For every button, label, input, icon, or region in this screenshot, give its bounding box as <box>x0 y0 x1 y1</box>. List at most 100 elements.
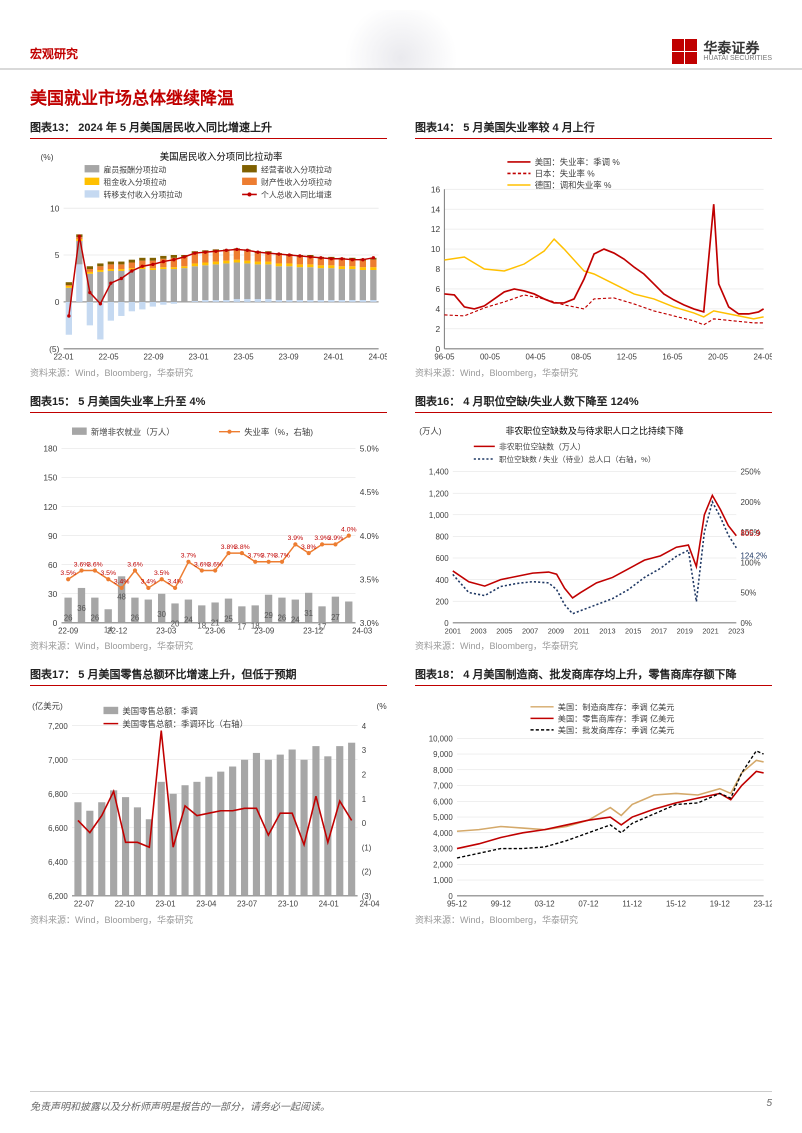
svg-text:200%: 200% <box>741 497 761 506</box>
footer-page-number: 5 <box>766 1098 772 1113</box>
svg-text:24-04: 24-04 <box>359 899 380 908</box>
svg-text:2005: 2005 <box>496 626 512 635</box>
svg-text:3.5%: 3.5% <box>60 570 76 577</box>
svg-text:20-05: 20-05 <box>708 352 729 361</box>
svg-text:2011: 2011 <box>574 626 590 635</box>
svg-text:财产性收入分项拉动: 财产性收入分项拉动 <box>261 177 332 187</box>
fig15-title: 图表15： 5 月美国失业率上升至 4% <box>30 393 387 413</box>
svg-text:1: 1 <box>362 795 366 804</box>
svg-text:22-05: 22-05 <box>99 352 120 361</box>
svg-text:0: 0 <box>362 819 367 828</box>
svg-text:23-01: 23-01 <box>189 352 209 361</box>
svg-text:22-10: 22-10 <box>115 899 136 908</box>
svg-text:4: 4 <box>362 722 367 731</box>
logo-text-cn: 华泰证券 <box>703 41 772 55</box>
svg-text:2007: 2007 <box>522 626 538 635</box>
svg-text:5: 5 <box>55 250 60 260</box>
svg-text:5.0%: 5.0% <box>360 443 380 453</box>
figure-18: 图表18： 4 月美国制造商、批发商库存均上升，零售商库存额下降 01,0002… <box>415 666 772 934</box>
brand-logo: 华泰证券 HUATAI SECURITIES <box>672 39 772 68</box>
svg-text:美国：失业率：季调 %: 美国：失业率：季调 % <box>535 157 621 167</box>
svg-text:8: 8 <box>436 264 441 274</box>
svg-text:2019: 2019 <box>677 626 693 635</box>
svg-text:800: 800 <box>435 532 449 541</box>
svg-text:5,000: 5,000 <box>433 813 453 822</box>
fig18-source: 资料来源：Wind，Bloomberg，华泰研究 <box>415 913 772 926</box>
svg-text:19-12: 19-12 <box>710 899 730 908</box>
page-header: 宏观研究 华泰证券 HUATAI SECURITIES <box>0 0 802 70</box>
svg-text:48: 48 <box>117 592 126 601</box>
svg-text:3.6%: 3.6% <box>127 561 143 568</box>
svg-text:23-04: 23-04 <box>196 899 217 908</box>
svg-text:60: 60 <box>48 559 58 569</box>
svg-text:3.6%: 3.6% <box>207 561 223 568</box>
footer-disclaimer: 免责声明和披露以及分析师声明是报告的一部分，请务必一起阅读。 <box>30 1098 330 1113</box>
fig16-title: 图表16： 4 月职位空缺/失业人数下降至 124% <box>415 393 772 413</box>
svg-text:0: 0 <box>55 297 60 307</box>
svg-text:6,600: 6,600 <box>48 824 68 833</box>
svg-text:1,200: 1,200 <box>429 489 449 498</box>
svg-text:租金收入分项拉动: 租金收入分项拉动 <box>104 177 167 187</box>
svg-text:03-12: 03-12 <box>535 899 555 908</box>
figure-15: 图表15： 5 月美国失业率上升至 4% 03060901201501803.0… <box>30 393 387 661</box>
svg-text:非农职位空缺数及与待求职人口之比持续下降: 非农职位空缺数及与待求职人口之比持续下降 <box>505 424 683 435</box>
svg-text:27: 27 <box>331 612 340 621</box>
svg-text:23-12: 23-12 <box>303 626 323 635</box>
svg-text:24-01: 24-01 <box>324 352 344 361</box>
svg-text:6: 6 <box>436 284 441 294</box>
svg-text:(2): (2) <box>362 868 372 877</box>
svg-text:美国零售总额：季调: 美国零售总额：季调 <box>122 706 197 716</box>
svg-text:24-03: 24-03 <box>352 626 373 635</box>
figure-16: 图表16： 4 月职位空缺/失业人数下降至 124% (万人)非农职位空缺数及与… <box>415 393 772 661</box>
svg-text:非农职位空缺数（万人）: 非农职位空缺数（万人） <box>499 441 585 451</box>
svg-text:3.9%: 3.9% <box>288 535 304 542</box>
fig15-source: 资料来源：Wind，Bloomberg，华泰研究 <box>30 639 387 652</box>
svg-text:4.0%: 4.0% <box>360 530 380 540</box>
svg-text:23-06: 23-06 <box>205 626 226 635</box>
svg-text:美国：零售商库存：季调 亿美元: 美国：零售商库存：季调 亿美元 <box>558 714 675 724</box>
svg-text:250%: 250% <box>741 467 761 476</box>
svg-text:3,000: 3,000 <box>433 845 453 854</box>
svg-text:00-05: 00-05 <box>480 352 501 361</box>
svg-text:4.5%: 4.5% <box>360 487 380 497</box>
svg-text:23-10: 23-10 <box>278 899 299 908</box>
svg-text:99-12: 99-12 <box>491 899 511 908</box>
svg-text:07-12: 07-12 <box>578 899 598 908</box>
svg-text:3.7%: 3.7% <box>181 552 197 559</box>
svg-text:400: 400 <box>435 575 449 584</box>
svg-text:24-05: 24-05 <box>754 352 772 361</box>
svg-text:96-05: 96-05 <box>434 352 455 361</box>
svg-text:美国零售总额：季调环比（右轴）: 美国零售总额：季调环比（右轴） <box>122 719 248 729</box>
svg-text:职位空缺数 / 失业（待业）总人口（右轴，%）: 职位空缺数 / 失业（待业）总人口（右轴，%） <box>499 454 655 464</box>
svg-text:24: 24 <box>291 615 300 624</box>
svg-text:个人总收入同比增速: 个人总收入同比增速 <box>261 190 332 200</box>
svg-text:失业率（%，右轴): 失业率（%，右轴) <box>244 426 313 436</box>
svg-text:30: 30 <box>157 609 166 618</box>
fig14-chart: 0246810121416美国：失业率：季调 %日本：失业率 %德国：调和失业率… <box>415 143 772 364</box>
svg-text:124.2%: 124.2% <box>741 551 768 560</box>
svg-text:美国：制造商库存：季调 亿美元: 美国：制造商库存：季调 亿美元 <box>558 702 675 712</box>
svg-text:22-09: 22-09 <box>58 626 78 635</box>
svg-text:10: 10 <box>431 244 441 254</box>
svg-text:12: 12 <box>431 224 441 234</box>
svg-text:1,000: 1,000 <box>429 510 449 519</box>
svg-text:2021: 2021 <box>702 626 718 635</box>
svg-text:2: 2 <box>362 770 366 779</box>
svg-text:2: 2 <box>436 324 441 334</box>
svg-text:600: 600 <box>435 554 449 563</box>
svg-text:120: 120 <box>43 501 57 511</box>
svg-text:95-12: 95-12 <box>447 899 467 908</box>
svg-text:2009: 2009 <box>548 626 564 635</box>
svg-text:德国：调和失业率 %: 德国：调和失业率 % <box>535 180 612 190</box>
fig14-title: 图表14： 5 月美国失业率较 4 月上行 <box>415 119 772 139</box>
svg-text:8,000: 8,000 <box>433 766 453 775</box>
svg-text:7,200: 7,200 <box>48 722 68 731</box>
svg-text:1,400: 1,400 <box>429 467 449 476</box>
svg-text:1,000: 1,000 <box>433 876 453 885</box>
svg-text:3: 3 <box>362 746 367 755</box>
svg-text:22-07: 22-07 <box>74 899 94 908</box>
svg-text:3.4%: 3.4% <box>141 578 157 585</box>
svg-text:15-12: 15-12 <box>666 899 686 908</box>
page-footer: 免责声明和披露以及分析师声明是报告的一部分，请务必一起阅读。 5 <box>30 1091 772 1113</box>
svg-text:2003: 2003 <box>470 626 486 635</box>
